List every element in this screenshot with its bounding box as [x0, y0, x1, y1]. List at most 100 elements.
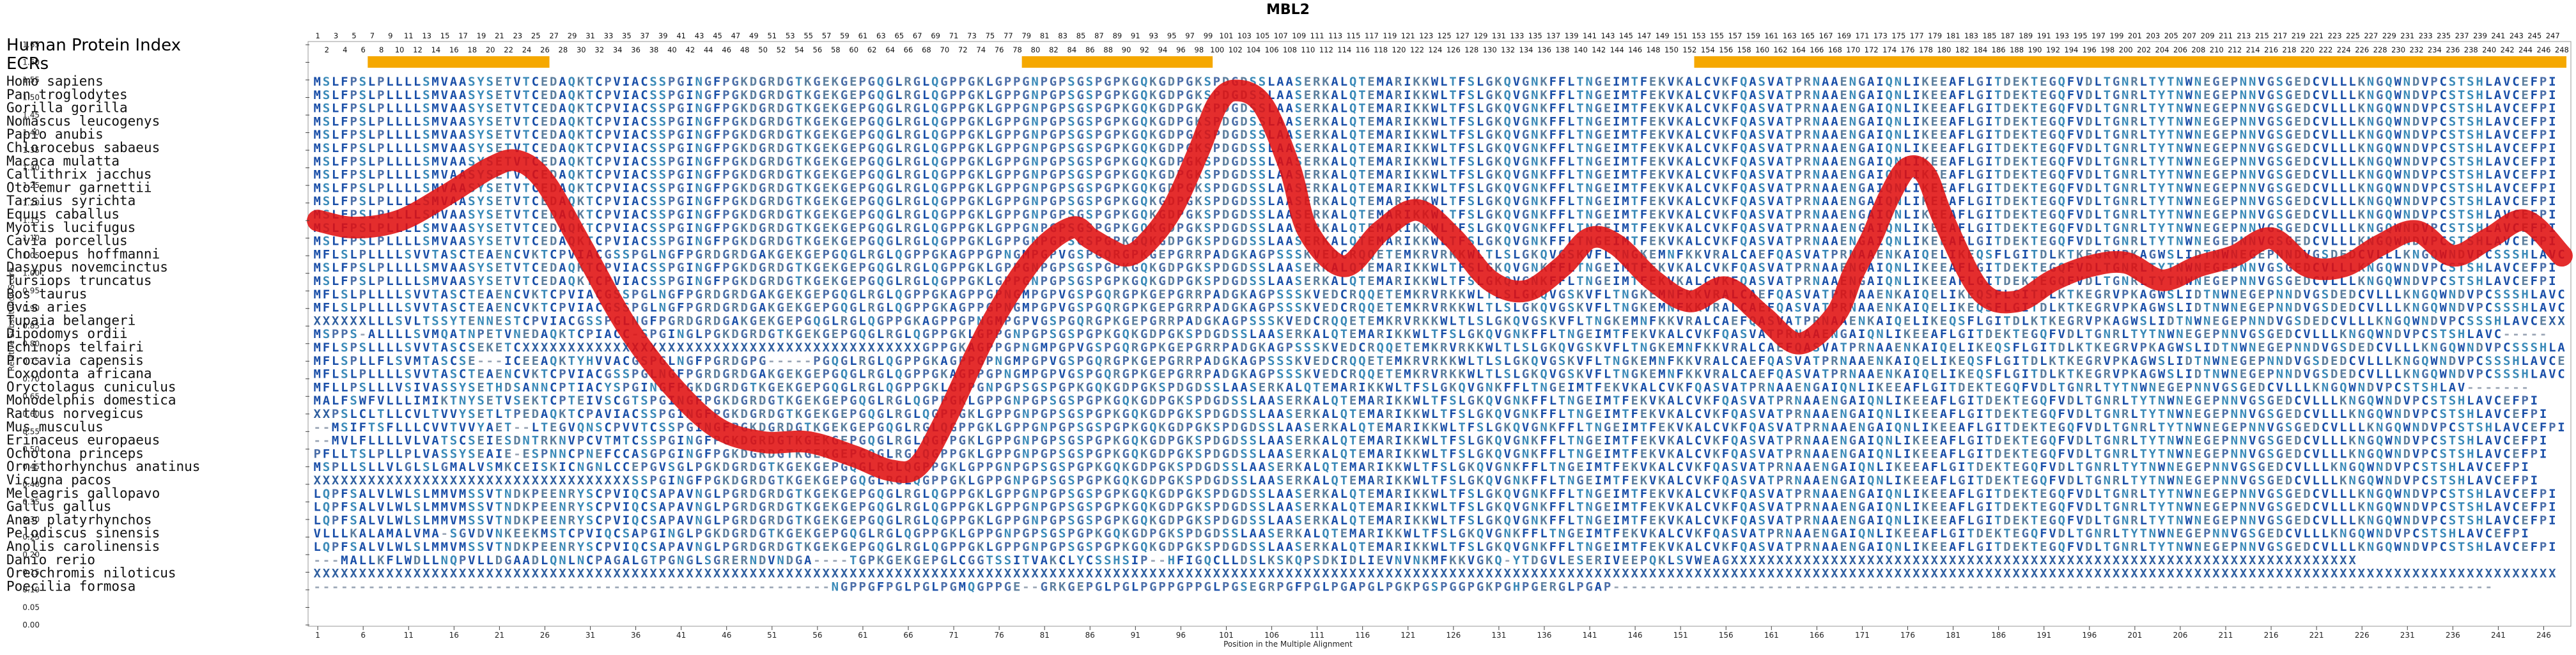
residue: A — [1686, 75, 1693, 89]
residue: S — [2322, 288, 2329, 302]
residue: A — [1831, 181, 1838, 195]
residue: G — [1231, 235, 1238, 249]
residue: S — [323, 327, 330, 341]
residue: S — [2449, 194, 2456, 208]
residue: P — [913, 301, 920, 315]
residue: G — [1076, 168, 1083, 182]
residue: S — [649, 114, 656, 128]
residue: G — [995, 208, 1002, 222]
residue: G — [841, 75, 848, 89]
residue: N — [2249, 208, 2256, 222]
residue: L — [2339, 88, 2347, 102]
residue: T — [2031, 221, 2038, 235]
residue: N — [2231, 288, 2238, 302]
residue: P — [1794, 168, 1801, 182]
residue: N — [2176, 221, 2183, 235]
residue: K — [741, 208, 749, 222]
residue: E — [2203, 102, 2210, 116]
residue: K — [1677, 274, 1684, 288]
residue: V — [1767, 75, 1774, 89]
residue: R — [2130, 128, 2138, 142]
index-number: 52 — [777, 45, 786, 54]
residue: P — [858, 114, 865, 128]
index-number: 162 — [1774, 45, 1788, 54]
residue: S — [359, 102, 366, 116]
residue: W — [2394, 75, 2401, 89]
residue: R — [904, 235, 912, 249]
index-number: 136 — [1537, 45, 1551, 54]
residue: T — [2104, 208, 2111, 222]
residue: E — [1395, 301, 1402, 315]
residue: N — [1531, 75, 1538, 89]
residue: T — [1822, 247, 1829, 261]
residue: G — [1595, 155, 1602, 169]
residue: D — [2348, 301, 2355, 315]
residue: L — [895, 274, 902, 288]
residue: I — [1404, 168, 1411, 182]
residue: D — [2012, 314, 2019, 328]
residue: T — [1631, 221, 1638, 235]
residue: K — [2031, 314, 2038, 328]
residue: A — [1276, 194, 1284, 208]
residue: A — [1331, 128, 1338, 142]
residue: T — [1449, 274, 1456, 288]
residue: C — [2313, 114, 2320, 128]
residue: D — [550, 102, 557, 116]
residue: G — [1259, 247, 1266, 261]
residue: V — [568, 301, 575, 315]
residue: S — [1259, 155, 1266, 169]
residue: K — [977, 114, 984, 128]
residue: S — [450, 288, 457, 302]
residue: P — [1177, 221, 1184, 235]
residue: I — [1613, 194, 1620, 208]
residue: P — [686, 247, 693, 261]
residue: L — [414, 221, 421, 235]
residue: P — [959, 75, 966, 89]
residue: A — [1831, 75, 1838, 89]
residue: S — [2276, 141, 2283, 155]
residue: F — [1558, 114, 1565, 128]
residue: Q — [1349, 141, 1356, 155]
residue: G — [2094, 301, 2101, 315]
residue: M — [1377, 168, 1384, 182]
residue: A — [759, 247, 766, 261]
residue: A — [922, 314, 930, 328]
residue: Q — [877, 221, 884, 235]
residue: P — [1004, 168, 1011, 182]
residue: F — [1595, 301, 1602, 315]
residue: D — [2003, 114, 2010, 128]
residue: V — [2076, 235, 2083, 249]
residue: S — [468, 208, 475, 222]
residue: K — [1149, 168, 1157, 182]
residue: I — [2549, 114, 2556, 128]
residue: K — [1322, 221, 1330, 235]
index-number: 215 — [2255, 31, 2269, 40]
residue: R — [1804, 114, 1812, 128]
residue: R — [1395, 75, 1402, 89]
residue: G — [677, 194, 684, 208]
residue: I — [1913, 114, 1920, 128]
residue: F — [2531, 194, 2538, 208]
residue: S — [423, 128, 430, 142]
residue: E — [1304, 88, 1311, 102]
residue: E — [1649, 247, 1656, 261]
residue: G — [841, 114, 848, 128]
residue: D — [2303, 155, 2310, 169]
residue: D — [750, 235, 757, 249]
residue: P — [1004, 88, 1011, 102]
residue: E — [2294, 114, 2301, 128]
residue: C — [640, 114, 648, 128]
residue: I — [1985, 235, 1992, 249]
residue: L — [1976, 314, 1983, 328]
index-number: 214 — [2246, 45, 2260, 54]
index-number: 8 — [379, 45, 384, 54]
residue: G — [995, 235, 1002, 249]
residue: I — [686, 141, 693, 155]
residue: Q — [568, 102, 575, 116]
residue: L — [414, 114, 421, 128]
residue: V — [2503, 181, 2510, 195]
residue: K — [1494, 221, 1502, 235]
residue: G — [2212, 155, 2219, 169]
